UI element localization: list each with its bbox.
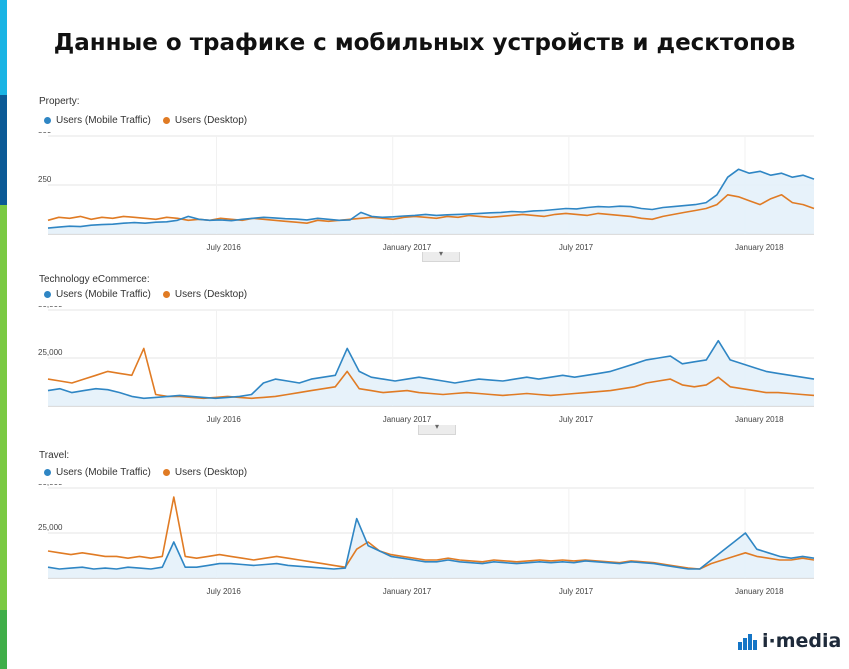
legend-item-mobile[interactable]: Users (Mobile Traffic): [44, 115, 151, 126]
x-tick-label: January 2018: [735, 415, 784, 424]
legend-label-desktop: Users (Desktop): [174, 115, 248, 126]
legend-item-desktop[interactable]: Users (Desktop): [162, 115, 248, 126]
y-tick-label: 500: [38, 132, 52, 135]
y-tick-label: 50,000: [38, 306, 63, 309]
series-line-desktop: [47, 193, 815, 224]
x-tick-label: January 2017: [383, 415, 432, 424]
accent-segment-green: [0, 610, 7, 669]
series-line-mobile: [47, 339, 815, 400]
expand-tab[interactable]: ▾: [418, 422, 456, 435]
imedia-logo: i·media: [738, 630, 841, 652]
slide-title: Данные о трафике с мобильных устройств и…: [53, 30, 796, 56]
legend-item-desktop[interactable]: Users (Desktop): [162, 289, 248, 300]
legend-dot-desktop-icon: [162, 291, 170, 298]
legend: Users (Mobile Traffic) Users (Desktop): [44, 115, 259, 126]
chevron-down-icon: ▾: [434, 422, 439, 431]
legend-label-mobile: Users (Mobile Traffic): [56, 289, 151, 300]
x-tick-label: January 2017: [383, 587, 432, 596]
legend: Users (Mobile Traffic) Users (Desktop): [44, 467, 259, 478]
x-tick-label: January 2018: [735, 243, 784, 252]
chart-travel: 50,000 25,000 July 2016 January 2017 July 20…: [38, 484, 815, 596]
chevron-down-icon: ▾: [438, 249, 443, 258]
x-tick-label: July 2017: [559, 587, 594, 596]
accent-segment-blue: [0, 95, 7, 205]
series-line-desktop: [47, 496, 815, 570]
logo-bars-icon: [738, 634, 757, 650]
logo-text: i·media: [762, 630, 842, 652]
y-tick-label: 25,000: [38, 523, 63, 532]
series-line-mobile: [47, 517, 815, 570]
legend-dot-desktop-icon: [162, 117, 170, 124]
logo-bar: [753, 640, 757, 650]
x-tick-label: January 2018: [735, 587, 784, 596]
mobile-area-fill: [48, 169, 814, 234]
y-tick-label: 50,000: [38, 484, 63, 487]
panel-title: Technology eCommerce:: [39, 274, 150, 285]
legend: Users (Mobile Traffic) Users (Desktop): [44, 289, 259, 300]
legend-item-desktop[interactable]: Users (Desktop): [162, 467, 248, 478]
chart-panel-technology: Technology eCommerce: Users (Mobile Traf…: [38, 270, 828, 435]
chart-technology: 50,000 25,000 July 2016 January 2017 July 20…: [38, 306, 815, 424]
accent-segment-lime: [0, 205, 7, 610]
y-tick-label: 25,000: [38, 348, 63, 357]
x-tick-label: July 2017: [559, 415, 594, 424]
legend-label-mobile: Users (Mobile Traffic): [56, 115, 151, 126]
legend-item-mobile[interactable]: Users (Mobile Traffic): [44, 289, 151, 300]
legend-dot-desktop-icon: [162, 469, 170, 476]
legend-label-desktop: Users (Desktop): [174, 289, 248, 300]
panel-title: Travel:: [39, 450, 70, 461]
legend-label-mobile: Users (Mobile Traffic): [56, 467, 151, 478]
x-tick-label: July 2017: [559, 243, 594, 252]
x-tick-label: July 2016: [207, 415, 242, 424]
chart-panel-property: Property: Users (Mobile Traffic) Users (…: [38, 92, 828, 262]
panel-title: Property:: [39, 96, 80, 107]
x-tick-label: July 2016: [207, 243, 242, 252]
legend-dot-mobile-icon: [44, 291, 51, 298]
series-line-mobile: [47, 168, 815, 229]
legend-dot-mobile-icon: [44, 117, 51, 124]
accent-bar: [0, 0, 7, 669]
logo-bar: [738, 642, 742, 650]
chart-property: 500 250 July 2016 January 2017 July 2017 Janu…: [38, 132, 815, 252]
legend-dot-mobile-icon: [44, 469, 51, 476]
y-tick-label: 250: [38, 175, 52, 184]
x-tick-label: July 2016: [207, 587, 242, 596]
accent-segment-cyan: [0, 0, 7, 95]
logo-bar: [748, 634, 752, 650]
logo-bar: [743, 638, 747, 650]
x-tick-label: January 2017: [383, 243, 432, 252]
legend-item-mobile[interactable]: Users (Mobile Traffic): [44, 467, 151, 478]
expand-tab[interactable]: ▾: [422, 249, 460, 262]
legend-label-desktop: Users (Desktop): [174, 467, 248, 478]
mobile-area-fill: [48, 340, 814, 406]
chart-panel-travel: Travel: Users (Mobile Traffic) Users (De…: [38, 448, 828, 608]
